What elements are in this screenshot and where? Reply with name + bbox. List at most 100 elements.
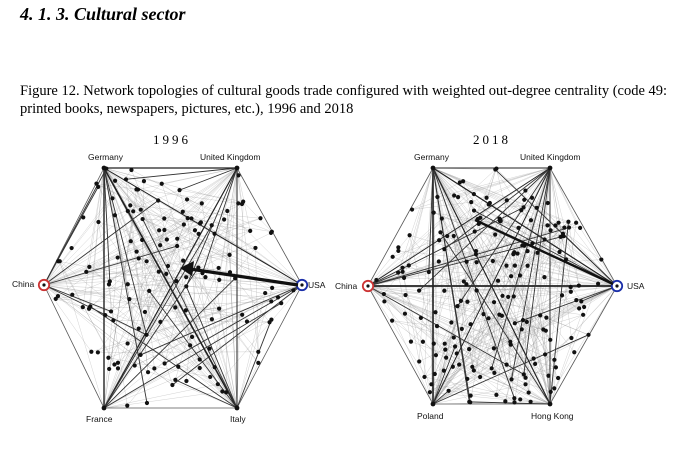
edge <box>367 235 410 287</box>
hub-france <box>101 405 107 411</box>
node-dot <box>469 199 474 205</box>
edge <box>86 224 184 272</box>
edge <box>191 267 219 337</box>
edge <box>475 254 511 342</box>
edge <box>98 221 200 369</box>
edge <box>57 167 238 297</box>
node-dot <box>128 239 133 244</box>
edge <box>103 267 199 409</box>
node-dot <box>544 315 549 320</box>
node-dot <box>162 216 167 221</box>
node-dot <box>523 188 528 193</box>
node-dot <box>465 376 470 381</box>
edge <box>433 212 618 287</box>
node-dot <box>568 289 573 294</box>
hex-edge <box>43 284 105 409</box>
edge <box>511 367 556 380</box>
node-dot <box>542 352 548 357</box>
node-dot <box>512 263 518 268</box>
node-dot <box>125 282 130 287</box>
edge <box>186 284 303 382</box>
node-dot <box>157 228 162 233</box>
edge <box>82 167 105 308</box>
node-dot <box>418 315 423 320</box>
node-dot <box>468 322 473 327</box>
node-dot <box>291 288 296 293</box>
node-dot <box>267 320 272 325</box>
edge <box>510 245 523 277</box>
edge <box>131 169 251 232</box>
node-dot <box>140 237 145 243</box>
node-dot <box>132 363 137 368</box>
edge <box>549 221 569 405</box>
edge <box>493 285 618 349</box>
edge <box>367 285 452 323</box>
node-dot <box>519 327 524 332</box>
node-dot <box>215 382 220 387</box>
edge <box>432 384 526 405</box>
node-dot <box>224 390 229 395</box>
node-dot <box>216 265 221 271</box>
hub-uk <box>547 165 553 171</box>
node-dot <box>87 264 92 269</box>
node-dot <box>420 339 426 344</box>
edge <box>236 362 259 409</box>
edge <box>179 189 244 202</box>
node-dot <box>162 227 167 233</box>
edge <box>432 167 575 353</box>
node-label-usa-1996: USA <box>308 280 326 290</box>
node-dot <box>236 173 241 178</box>
node-dot <box>69 245 74 251</box>
edge <box>58 261 272 302</box>
edge <box>367 193 474 287</box>
edge <box>404 313 551 405</box>
node-dot <box>517 273 523 278</box>
edge <box>186 199 303 286</box>
node-dot <box>451 233 456 239</box>
edge <box>186 167 238 200</box>
edge <box>402 167 434 272</box>
edge <box>405 294 453 367</box>
edge <box>506 200 551 405</box>
node-dot <box>180 209 185 214</box>
node-dot <box>181 258 186 263</box>
node-dot <box>512 396 517 401</box>
edge <box>432 322 452 405</box>
edge <box>548 233 564 376</box>
edge <box>96 167 105 184</box>
node-dot <box>552 357 557 362</box>
node-dot <box>473 252 479 257</box>
edge <box>568 221 618 287</box>
edge <box>200 167 238 223</box>
node-dot <box>534 205 539 210</box>
edge <box>43 200 159 286</box>
edge <box>448 390 551 405</box>
hub-usa-center <box>615 284 619 288</box>
edge <box>103 384 218 409</box>
node-dot <box>107 366 112 372</box>
node-dot <box>152 366 157 371</box>
node-dot <box>86 306 92 311</box>
network-figure-1996: 1996 Germany United Kingdom China USA Fr… <box>8 128 338 454</box>
node-dot <box>402 311 408 316</box>
edge <box>127 284 238 409</box>
node-label-france-1996: France <box>86 414 113 424</box>
node-dot <box>473 249 479 254</box>
edge <box>523 167 551 375</box>
node-dot <box>553 223 558 228</box>
node-dot <box>125 341 130 346</box>
node-dot <box>474 288 479 293</box>
node-dot <box>96 184 101 190</box>
edge <box>43 284 92 352</box>
edge <box>43 198 113 286</box>
hub-china-center <box>366 284 370 288</box>
node-dot <box>400 269 405 274</box>
node-dot <box>446 388 451 393</box>
node-dot <box>115 366 121 371</box>
hub-italy <box>234 405 240 411</box>
network-graph-2018 <box>361 165 624 407</box>
edge <box>453 235 462 301</box>
node-dot <box>546 373 551 378</box>
node-dot <box>459 326 464 331</box>
edge <box>459 182 559 379</box>
